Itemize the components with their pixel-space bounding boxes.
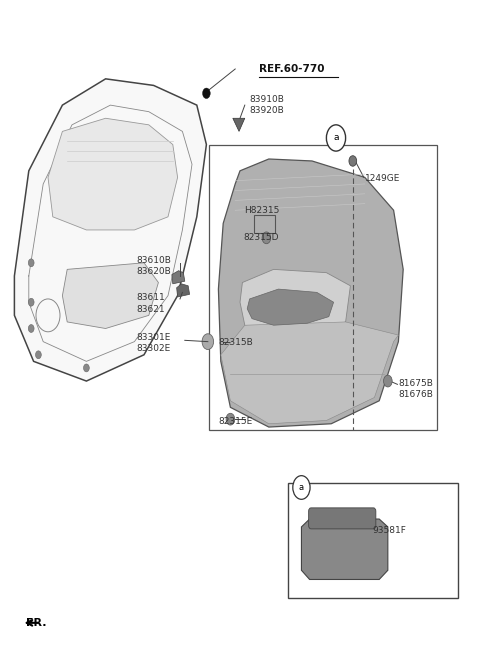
Bar bbox=[254, 215, 275, 233]
Circle shape bbox=[326, 125, 346, 151]
Text: a: a bbox=[299, 483, 304, 492]
Text: 83611
83621: 83611 83621 bbox=[137, 294, 166, 313]
Text: 93581F: 93581F bbox=[372, 526, 406, 535]
Polygon shape bbox=[62, 263, 158, 328]
Text: 83610B
83620B: 83610B 83620B bbox=[137, 256, 172, 276]
Circle shape bbox=[203, 88, 210, 99]
FancyBboxPatch shape bbox=[309, 508, 376, 529]
Text: 1249GE: 1249GE bbox=[365, 174, 400, 183]
Bar bbox=[288, 483, 458, 598]
Polygon shape bbox=[48, 118, 178, 230]
Polygon shape bbox=[177, 284, 190, 297]
Circle shape bbox=[262, 232, 271, 244]
Polygon shape bbox=[172, 271, 185, 284]
Polygon shape bbox=[240, 269, 350, 335]
Circle shape bbox=[202, 334, 214, 350]
Text: 82315E: 82315E bbox=[218, 417, 252, 426]
Text: 82315D: 82315D bbox=[244, 233, 279, 242]
Circle shape bbox=[349, 156, 357, 166]
Circle shape bbox=[293, 476, 310, 499]
Text: REF.60-770: REF.60-770 bbox=[259, 64, 324, 74]
Bar bbox=[209, 145, 437, 430]
Circle shape bbox=[36, 351, 41, 359]
Text: 83301E
83302E: 83301E 83302E bbox=[137, 333, 171, 353]
Polygon shape bbox=[221, 322, 398, 424]
Circle shape bbox=[226, 413, 235, 425]
Polygon shape bbox=[247, 289, 334, 325]
Text: a: a bbox=[333, 133, 339, 143]
Circle shape bbox=[28, 298, 34, 306]
Circle shape bbox=[384, 375, 392, 387]
Text: 83910B
83920B: 83910B 83920B bbox=[250, 95, 285, 115]
Circle shape bbox=[28, 325, 34, 332]
Circle shape bbox=[84, 364, 89, 372]
Polygon shape bbox=[14, 79, 206, 381]
Polygon shape bbox=[301, 519, 388, 579]
Text: FR.: FR. bbox=[26, 618, 47, 628]
Text: 81675B
81676B: 81675B 81676B bbox=[398, 379, 433, 399]
Circle shape bbox=[28, 259, 34, 267]
Polygon shape bbox=[218, 159, 403, 427]
Text: H82315: H82315 bbox=[244, 206, 279, 215]
Polygon shape bbox=[233, 118, 245, 131]
Text: 82315B: 82315B bbox=[218, 338, 253, 348]
